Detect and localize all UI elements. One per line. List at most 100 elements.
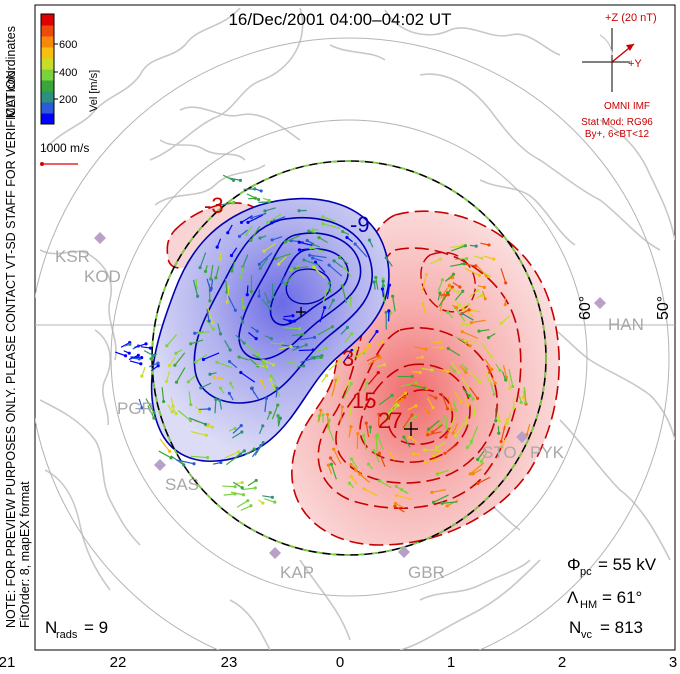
velocity-vector-origin xyxy=(388,451,392,455)
velocity-vector-origin xyxy=(394,484,398,488)
velocity-vector xyxy=(437,469,449,475)
velocity-vector-origin xyxy=(188,419,193,423)
velocity-vector-origin xyxy=(498,368,502,372)
velocity-vector xyxy=(322,216,336,222)
velocity-vector-origin xyxy=(440,501,444,505)
velocity-vector-origin xyxy=(467,394,471,398)
velocity-vector xyxy=(291,333,303,337)
velocity-vector xyxy=(206,278,212,291)
velocity-vector-origin xyxy=(261,424,265,428)
station-label-kod: KOD xyxy=(84,267,121,286)
velocity-vector-origin xyxy=(321,222,325,226)
velocity-vector-origin xyxy=(435,445,439,450)
velocity-vector-origin xyxy=(291,314,295,318)
velocity-vector xyxy=(385,257,393,267)
colorbar-segment xyxy=(41,113,54,125)
velocity-vector xyxy=(454,290,464,301)
velocity-vector-origin xyxy=(447,283,451,287)
velocity-vector-origin xyxy=(326,425,331,429)
velocity-vector-origin xyxy=(454,433,458,438)
velocity-vector-origin xyxy=(267,300,271,304)
velocity-vector xyxy=(454,258,467,261)
imf-dial: +Z (20 nT) +Y OMNI IMF Stat Mod: RG96 By… xyxy=(581,12,657,140)
velocity-vector xyxy=(206,308,210,322)
velocity-vector-origin xyxy=(446,369,450,374)
colorbar-segment xyxy=(41,69,54,81)
velocity-vector-origin xyxy=(256,352,260,356)
velocity-vector-origin xyxy=(384,256,388,260)
velocity-vector-origin xyxy=(475,396,480,400)
velocity-vector-origin xyxy=(341,229,345,234)
velocity-vector xyxy=(271,404,279,420)
velocity-vector-origin xyxy=(291,361,295,365)
station-marker xyxy=(154,459,166,471)
velocity-vector-origin xyxy=(458,303,462,307)
velocity-vector-origin xyxy=(218,257,222,261)
velocity-vector xyxy=(333,448,342,465)
velocity-vector xyxy=(242,254,249,267)
velocity-vector-origin xyxy=(472,413,476,417)
station-label-ksr: KSR xyxy=(55,247,90,266)
velocity-vector-origin xyxy=(325,373,329,378)
velocity-vector-origin xyxy=(259,379,263,383)
velocity-vector-origin xyxy=(152,416,156,420)
velocity-vector-origin xyxy=(321,413,325,417)
velocity-vector-origin xyxy=(377,451,381,455)
velocity-vector xyxy=(236,450,245,458)
velocity-vector-origin xyxy=(479,459,484,464)
velocity-vector-origin xyxy=(367,238,372,242)
velocity-vector-origin xyxy=(438,291,442,295)
stats-block: N rads = 9 Φ pc = 55 kV Λ HM = 61° N vc … xyxy=(45,555,657,641)
velocity-vector xyxy=(168,356,176,366)
velocity-vector-origin xyxy=(476,481,480,486)
velocity-vector xyxy=(199,331,210,334)
velocity-vector xyxy=(240,371,256,383)
velocity-vector-origin xyxy=(241,493,246,497)
velocity-vector-origin xyxy=(309,246,313,250)
velocity-vector xyxy=(350,458,358,469)
mlt-tick-label: 21 xyxy=(0,654,15,671)
velocity-vector-origin xyxy=(258,236,262,240)
velocity-vector xyxy=(344,333,353,343)
velocity-vector-origin xyxy=(382,363,386,367)
velocity-vector-origin xyxy=(319,408,323,412)
velocity-vector xyxy=(261,359,274,366)
velocity-vector-origin xyxy=(431,430,435,434)
velocity-vector-origin xyxy=(233,308,237,312)
velocity-vector xyxy=(444,273,454,282)
velocity-vector xyxy=(447,347,461,357)
velocity-vector-origin xyxy=(489,354,493,358)
velocity-vector-origin xyxy=(454,306,459,310)
velocity-vector-origin xyxy=(273,384,277,388)
velocity-vector xyxy=(262,495,273,498)
velocity-vector xyxy=(373,450,380,463)
velocity-vector-origin xyxy=(192,462,196,466)
velocity-vector-origin xyxy=(381,279,385,283)
nvc-symbol: N xyxy=(569,618,581,637)
velocity-vector xyxy=(480,451,488,462)
velocity-vector xyxy=(340,406,343,422)
velocity-vector xyxy=(483,255,494,260)
velocity-vector-origin xyxy=(174,351,178,355)
contour-label-neg9: -9 xyxy=(350,212,370,237)
velocity-vector xyxy=(312,257,323,262)
velocity-vector-origin xyxy=(207,407,211,411)
velocity-vector-origin xyxy=(349,457,353,461)
velocity-vector xyxy=(376,434,384,450)
velocity-vector-origin xyxy=(499,439,503,444)
velocity-vector-origin xyxy=(469,321,474,325)
velocity-vector-origin xyxy=(345,325,350,330)
velocity-vector-origin xyxy=(420,355,424,359)
velocity-vector-origin xyxy=(270,495,274,499)
velocity-vector-origin xyxy=(464,370,468,375)
nvc-value: = 813 xyxy=(600,618,643,637)
velocity-vector-origin xyxy=(207,319,211,323)
velocity-vector xyxy=(260,380,267,391)
velocity-vector-origin xyxy=(249,386,254,390)
velocity-vector-origin xyxy=(504,281,508,285)
velocity-vector xyxy=(252,354,265,361)
velocity-vector-origin xyxy=(381,277,385,281)
velocity-vector-origin xyxy=(136,353,140,357)
velocity-vector-origin xyxy=(431,405,435,410)
velocity-vector xyxy=(439,414,446,427)
